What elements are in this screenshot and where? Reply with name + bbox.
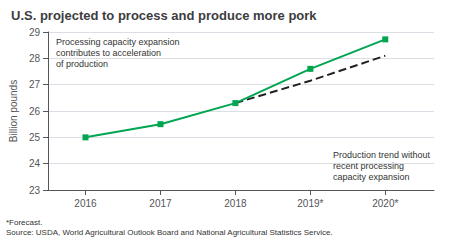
svg-text:25: 25 [29,132,41,143]
svg-text:2017: 2017 [149,198,172,209]
svg-text:29: 29 [29,27,41,38]
svg-text:26: 26 [29,106,41,117]
svg-text:of production: of production [56,59,108,69]
svg-text:Production trend without: Production trend without [333,150,431,160]
svg-text:*Forecast.: *Forecast. [6,218,42,227]
svg-text:23: 23 [29,185,41,196]
svg-text:2016: 2016 [74,198,97,209]
svg-text:capacity expansion: capacity expansion [333,172,410,182]
svg-text:Processing capacity expansion: Processing capacity expansion [56,37,180,47]
svg-text:Source: USDA, World Agricultur: Source: USDA, World Agricultural Outlook… [6,228,333,237]
svg-text:27: 27 [29,79,41,90]
svg-text:Billion pounds: Billion pounds [8,80,19,142]
svg-text:U.S. projected to process and: U.S. projected to process and produce mo… [11,8,317,23]
svg-text:24: 24 [29,158,41,169]
svg-text:28: 28 [29,53,41,64]
svg-text:2020*: 2020* [372,198,398,209]
svg-text:2018: 2018 [224,198,247,209]
svg-text:contributes to acceleration: contributes to acceleration [56,48,161,58]
svg-text:recent processing: recent processing [333,161,404,171]
svg-text:2019*: 2019* [297,198,323,209]
